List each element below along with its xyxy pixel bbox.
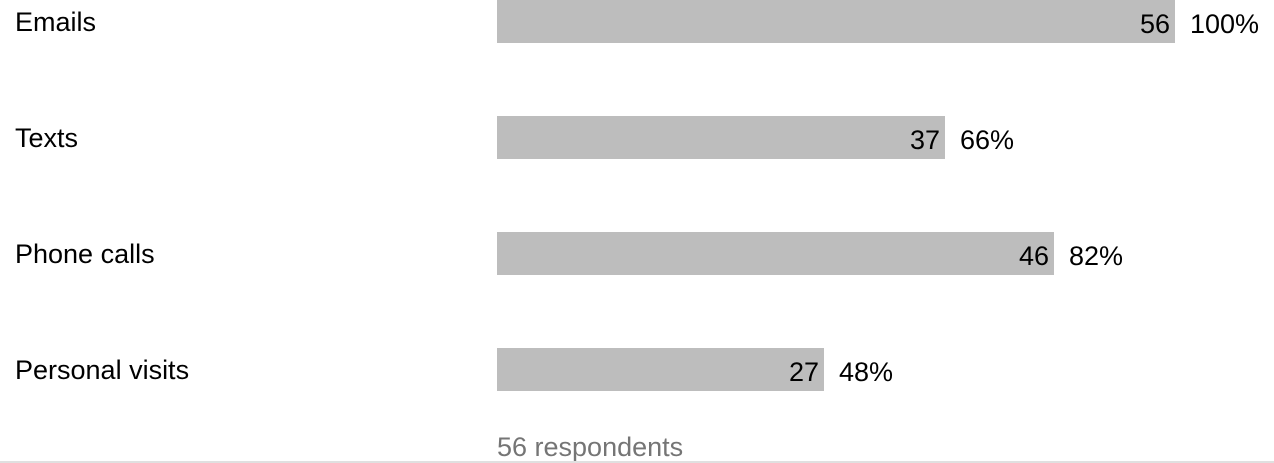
- bar-value-label: 27: [788, 357, 819, 387]
- bottom-divider: [0, 461, 1274, 463]
- bar: [497, 348, 824, 391]
- bar-value-label: 46: [1018, 241, 1049, 271]
- bar: [497, 116, 945, 159]
- bar-percent-label: 100%: [1190, 9, 1260, 39]
- bar-percent-label: 82%: [1069, 241, 1124, 271]
- bar-value-label: 37: [909, 125, 940, 155]
- category-label: Phone calls: [15, 239, 155, 269]
- bar-percent-label: 66%: [960, 125, 1015, 155]
- respondent-count: 56 respondents: [497, 432, 684, 462]
- bar: [497, 0, 1175, 43]
- category-label: Personal visits: [15, 355, 190, 385]
- category-label: Texts: [15, 123, 79, 153]
- bar-value-label: 56: [1139, 9, 1170, 39]
- category-label: Emails: [15, 7, 97, 37]
- bar: [497, 232, 1054, 275]
- bar-percent-label: 48%: [839, 357, 894, 387]
